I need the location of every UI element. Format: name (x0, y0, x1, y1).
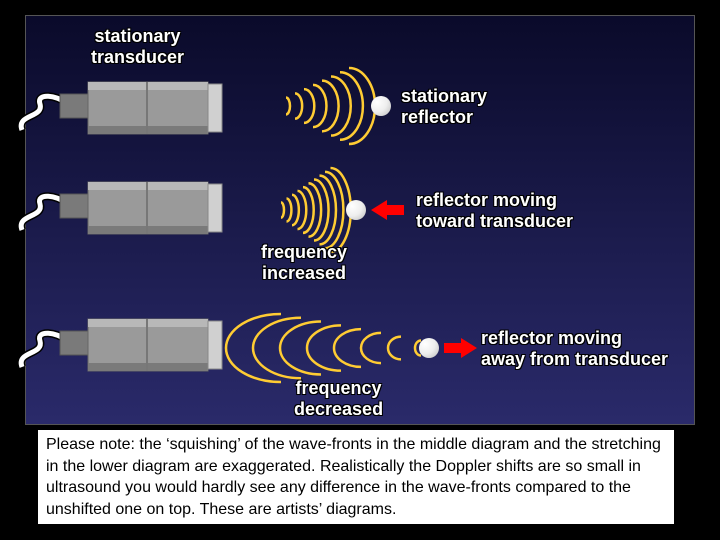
freq-decreased-l2: decreased (294, 399, 383, 419)
freq-decreased-label: frequency decreased (294, 378, 383, 419)
stationary-reflector-l2: reflector (401, 107, 473, 127)
arrow-away (461, 338, 477, 358)
diagram-area: stationary transducer stationary reflect… (25, 15, 695, 425)
moving-away-l1: reflector moving (481, 328, 622, 348)
note-text: Please note: the ‘squishing’ of the wave… (38, 430, 674, 524)
panel-toward: reflector moving toward transducer frequ… (26, 164, 694, 289)
arrow-toward-body (386, 205, 404, 215)
waves-1 (26, 26, 696, 166)
moving-away-l2: away from transducer (481, 349, 668, 369)
panel-stationary: stationary transducer stationary reflect… (26, 26, 694, 156)
stationary-reflector-label: stationary reflector (401, 86, 487, 127)
moving-away-label: reflector moving away from transducer (481, 328, 668, 369)
freq-decreased-l1: frequency (296, 378, 382, 398)
freq-increased-label: frequency increased (261, 242, 347, 283)
reflector-3 (419, 338, 439, 358)
reflector-2 (346, 200, 366, 220)
stationary-reflector-l1: stationary (401, 86, 487, 106)
moving-toward-label: reflector moving toward transducer (416, 190, 573, 231)
reflector-1 (371, 96, 391, 116)
moving-toward-l2: toward transducer (416, 211, 573, 231)
freq-increased-l1: frequency (261, 242, 347, 262)
arrow-away-body (444, 343, 462, 353)
arrow-toward (371, 200, 387, 220)
waves-2 (26, 164, 696, 294)
moving-toward-l1: reflector moving (416, 190, 557, 210)
panel-away: reflector moving away from transducer fr… (26, 296, 694, 421)
freq-increased-l2: increased (262, 263, 346, 283)
